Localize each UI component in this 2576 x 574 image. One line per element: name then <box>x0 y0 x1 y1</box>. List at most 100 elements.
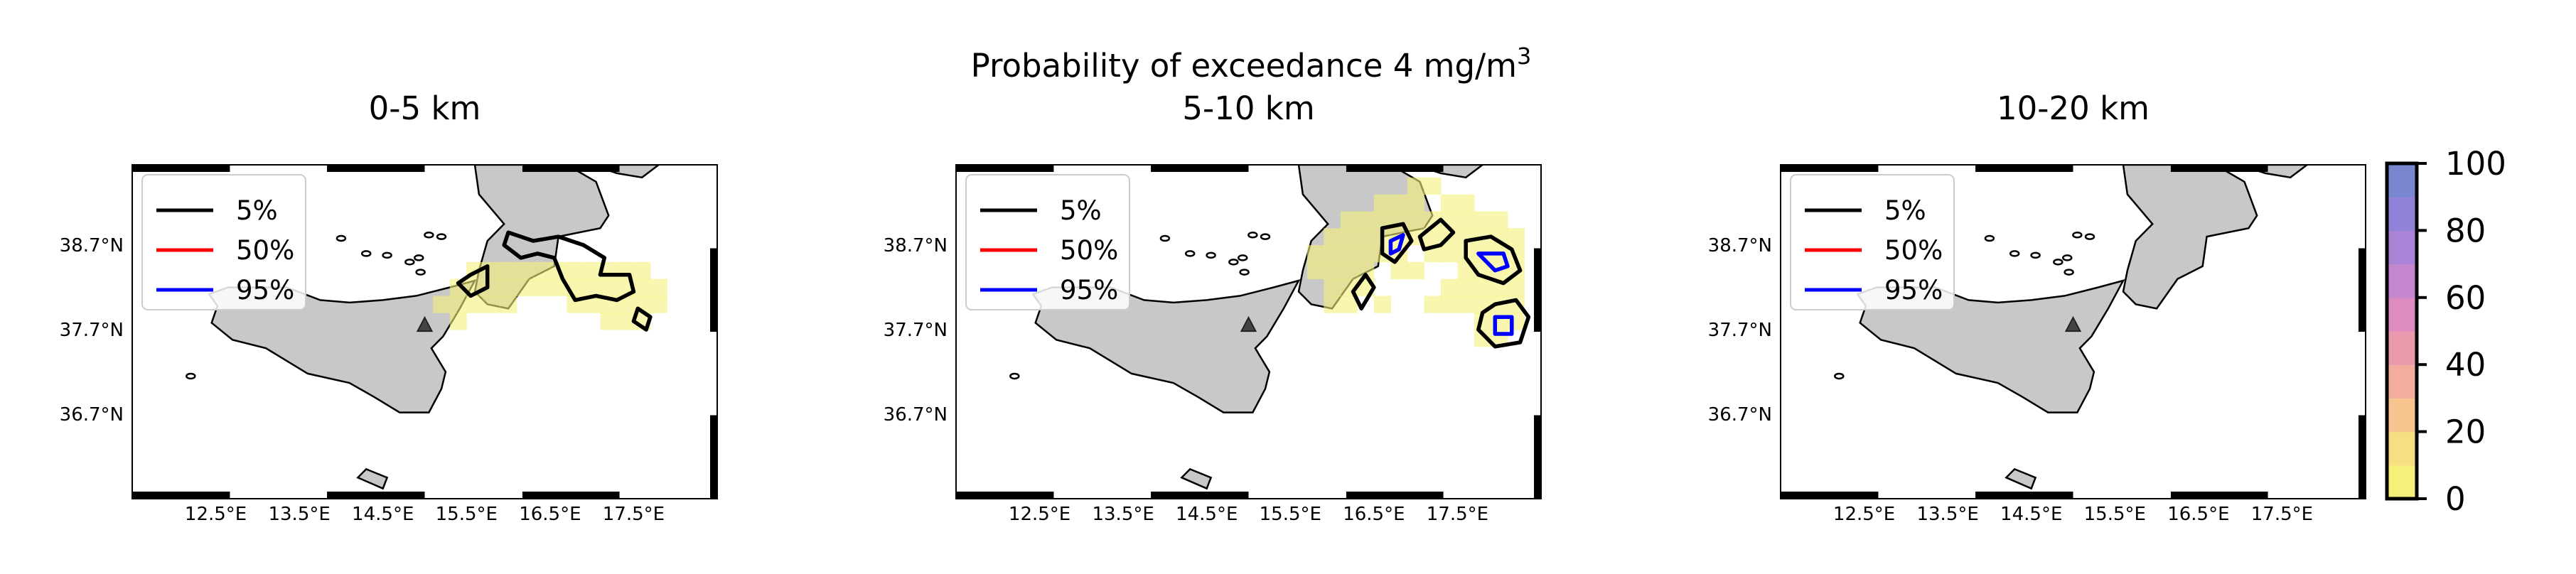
x-tick-label: 12.5°E <box>1833 504 1895 525</box>
x-tick-label: 12.5°E <box>185 504 247 525</box>
colorbar-tick-label: 100 <box>2445 145 2506 183</box>
y-tick-label: 38.7°N <box>884 235 948 256</box>
probability-cell <box>533 278 551 296</box>
colorbar-frame <box>2385 161 2419 501</box>
colorbar-band <box>2387 465 2417 499</box>
small-island <box>1159 234 1171 242</box>
frame-bar <box>1346 164 1444 172</box>
malta-island <box>356 467 389 490</box>
frame-bar <box>2358 415 2366 499</box>
probability-cell <box>483 296 500 313</box>
probability-cell <box>1407 211 1424 229</box>
volcano-vent-triangle <box>416 315 434 332</box>
y-tick-label: 37.7°N <box>1708 320 1772 341</box>
probability-cell <box>1507 228 1525 246</box>
probability-cell <box>500 296 517 313</box>
frame-bar <box>522 164 620 172</box>
frame-bar <box>1975 492 2073 499</box>
probability-cell <box>583 261 601 280</box>
probability-cell <box>1357 228 1375 246</box>
contour-p5 <box>1464 234 1523 286</box>
legend-label: 95% <box>1060 275 1118 305</box>
y-tick-label: 37.7°N <box>60 320 124 341</box>
frame-bar <box>2170 164 2268 172</box>
small-island <box>382 251 392 259</box>
frame-bar <box>522 492 620 499</box>
probability-cell <box>449 296 467 313</box>
small-island <box>414 254 424 261</box>
probability-cell <box>1324 278 1341 296</box>
probability-cell <box>1407 261 1424 280</box>
small-island <box>336 234 347 242</box>
small-island <box>1238 254 1248 261</box>
legend-label: 50% <box>236 235 294 266</box>
frame-bar <box>132 492 230 499</box>
probability-cell <box>583 278 601 296</box>
contour-p5 <box>1476 298 1531 349</box>
figure-title-superscript: 3 <box>1517 43 1531 70</box>
probability-cell <box>449 313 467 330</box>
probability-cell <box>600 278 618 296</box>
x-tick-label: 14.5°E <box>2000 504 2062 525</box>
x-tick-label: 17.5°E <box>2251 504 2313 525</box>
contour-p5 <box>1380 222 1414 264</box>
probability-cell <box>1491 211 1508 229</box>
frame-bar <box>1534 248 1542 332</box>
small-island <box>186 372 196 380</box>
frame-bar <box>2170 492 2268 499</box>
small-island <box>2009 250 2020 257</box>
probability-cell <box>1324 261 1341 280</box>
sicily-landmass <box>1031 279 1301 413</box>
small-island <box>1206 251 1216 259</box>
contour-p5 <box>1351 272 1376 311</box>
small-island <box>424 232 434 239</box>
probability-cell <box>650 278 667 296</box>
probability-cell <box>1474 278 1491 296</box>
small-island <box>1984 234 1995 242</box>
probability-cell <box>1440 194 1458 212</box>
x-tick-label: 15.5°E <box>436 504 498 525</box>
small-island <box>2062 254 2073 261</box>
probability-cell <box>516 261 534 280</box>
probability-cell <box>1340 211 1358 229</box>
legend: 5% 50% 95% <box>1790 174 1955 310</box>
probability-cell <box>1457 278 1475 296</box>
malta-island <box>2005 467 2037 490</box>
probability-cell <box>1357 245 1375 263</box>
legend-label: 50% <box>1060 235 1118 266</box>
small-island <box>1247 232 1258 239</box>
probability-cell <box>1324 245 1341 263</box>
small-island <box>360 250 372 257</box>
small-island <box>1834 372 1845 380</box>
colorbar-tick-label: 0 <box>2445 480 2466 518</box>
x-tick-label: 14.5°E <box>352 504 414 525</box>
probability-cell <box>633 278 651 296</box>
probability-cell <box>1324 228 1341 246</box>
contour-p95 <box>1388 233 1405 256</box>
sicily-landmass <box>1856 279 2125 413</box>
small-island <box>404 259 415 266</box>
probability-cell <box>1507 278 1525 296</box>
colorbar-band <box>2387 230 2417 265</box>
y-tick-label: 38.7°N <box>1708 235 1772 256</box>
small-island <box>2030 251 2041 259</box>
small-island <box>415 269 426 276</box>
probability-cell <box>1407 194 1424 212</box>
frame-bar <box>1975 164 2073 172</box>
sicily-landmass <box>208 279 477 413</box>
small-island <box>1239 269 1250 276</box>
colorbar-band <box>2387 398 2417 433</box>
contour-p5 <box>631 306 653 332</box>
malta-island <box>1180 467 1213 490</box>
panel-title: 5-10 km <box>1182 90 1314 127</box>
frame-bar <box>327 164 425 172</box>
probability-cell <box>1440 278 1458 296</box>
probability-cell <box>1424 296 1442 313</box>
contour-p95 <box>1493 315 1514 336</box>
legend-label: 95% <box>236 275 294 305</box>
x-tick-label: 13.5°E <box>1092 504 1154 525</box>
panel-title: 0-5 km <box>369 90 481 127</box>
small-island <box>2064 269 2074 276</box>
frame-bar <box>1151 492 1249 499</box>
